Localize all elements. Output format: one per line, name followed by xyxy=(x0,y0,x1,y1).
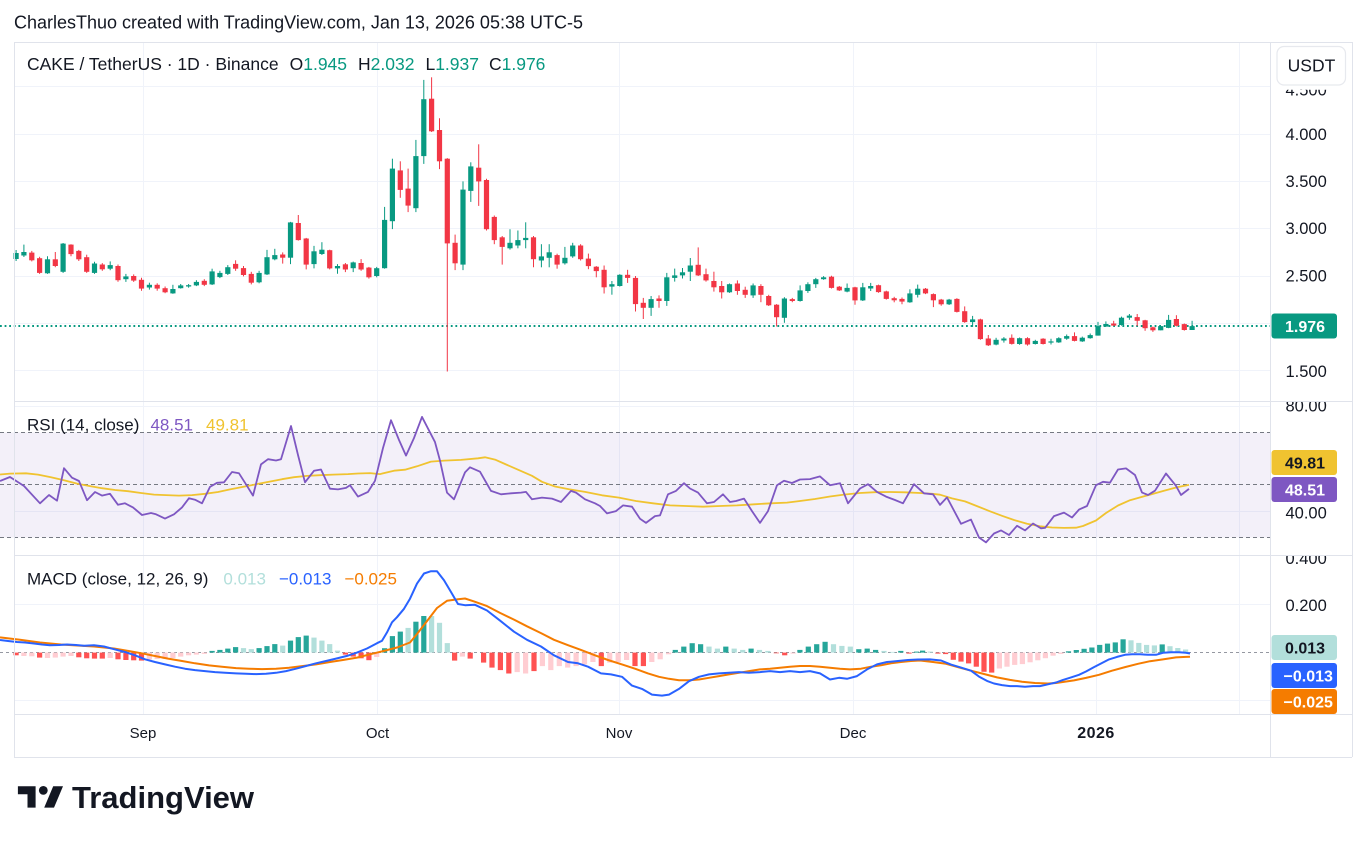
svg-text:48.51: 48.51 xyxy=(1285,483,1325,500)
svg-text:−0.013: −0.013 xyxy=(1284,669,1333,686)
svg-text:Dec: Dec xyxy=(840,725,867,742)
svg-text:3.000: 3.000 xyxy=(1286,220,1327,238)
svg-text:4.500: 4.500 xyxy=(1286,82,1327,100)
svg-text:0.013: 0.013 xyxy=(1285,641,1325,658)
svg-text:0.400: 0.400 xyxy=(1286,550,1327,568)
svg-text:2026: 2026 xyxy=(1077,725,1115,742)
svg-text:TradingView: TradingView xyxy=(72,780,255,815)
svg-text:1.976: 1.976 xyxy=(1285,319,1325,336)
svg-text:49.81: 49.81 xyxy=(1285,456,1325,473)
svg-text:CharlesThuo created with Tradi: CharlesThuo created with TradingView.com… xyxy=(14,13,583,33)
svg-text:80.00: 80.00 xyxy=(1286,398,1327,416)
svg-text:Sep: Sep xyxy=(130,725,157,742)
svg-text:0.200: 0.200 xyxy=(1286,597,1327,615)
svg-text:4.000: 4.000 xyxy=(1286,126,1327,144)
svg-text:2.500: 2.500 xyxy=(1286,268,1327,286)
svg-text:1.500: 1.500 xyxy=(1286,363,1327,381)
svg-text:3.500: 3.500 xyxy=(1286,173,1327,191)
svg-text:40.00: 40.00 xyxy=(1286,505,1327,523)
svg-text:Oct: Oct xyxy=(366,725,390,742)
svg-text:−0.025: −0.025 xyxy=(1284,695,1333,712)
svg-text:USDT: USDT xyxy=(1288,56,1336,76)
svg-text:Nov: Nov xyxy=(606,725,633,742)
